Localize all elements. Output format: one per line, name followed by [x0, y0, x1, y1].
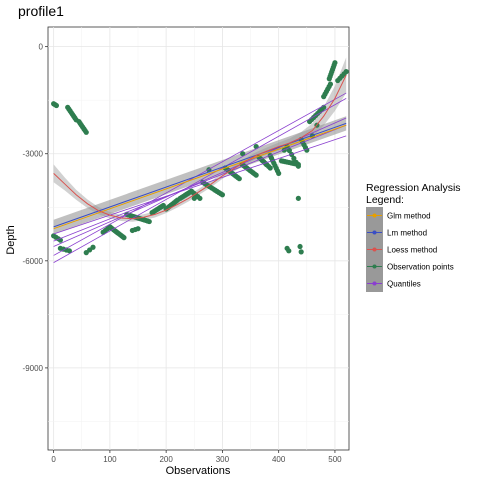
- y-axis-ticks: 0 -3000 -6000 -9000: [23, 43, 48, 373]
- legend-title-line-2: Legend:: [366, 194, 404, 206]
- loess-line: [53, 74, 347, 220]
- legend-title-line-1: Regression Analysis: [366, 182, 461, 194]
- observation-point: [293, 159, 299, 165]
- y-tick-label: 0: [39, 43, 44, 52]
- observation-point: [286, 147, 292, 154]
- legend-label: Observation points: [387, 263, 454, 272]
- observation-point: [160, 202, 166, 209]
- observation-point: [240, 151, 246, 157]
- legend-keys: Glm method Lm method Loess method Observati…: [366, 207, 454, 292]
- observation-point: [253, 172, 259, 178]
- observation-point: [295, 195, 301, 201]
- observation-point: [121, 235, 127, 241]
- x-tick-label: 100: [103, 455, 117, 464]
- legend-label: Glm method: [387, 212, 431, 221]
- legend-key-point: [372, 213, 377, 218]
- observation-point: [267, 165, 273, 171]
- observation-point: [197, 195, 203, 201]
- observation-point: [146, 218, 152, 225]
- legend-label: Quantiles: [387, 280, 421, 289]
- x-tick-label: 0: [51, 455, 56, 464]
- legend-key-point: [372, 247, 377, 252]
- observation-point: [298, 249, 304, 255]
- plot-panel: [47, 26, 350, 451]
- lm-line: [53, 122, 347, 228]
- legend-key-point: [372, 264, 377, 269]
- quantile-line: [53, 135, 347, 235]
- observation-point: [83, 129, 89, 135]
- observation-point: [236, 176, 242, 182]
- observation-point: [286, 248, 292, 254]
- observation-point: [297, 243, 303, 250]
- observation-point: [343, 69, 349, 75]
- loess-confidence-band: [53, 57, 347, 222]
- glm-line: [53, 124, 347, 230]
- chart-title: profile1: [18, 3, 64, 19]
- observation-point: [53, 102, 60, 109]
- observation-point: [291, 155, 297, 161]
- observation-point: [219, 192, 226, 198]
- observation-point: [327, 81, 334, 87]
- legend-label: Loess method: [387, 246, 437, 255]
- x-tick-label: 200: [159, 455, 173, 464]
- y-tick-label: -3000: [23, 150, 44, 159]
- legend-key-point: [372, 230, 377, 235]
- observation-points: [51, 60, 349, 256]
- x-tick-label: 400: [272, 455, 286, 464]
- quantile-line: [53, 92, 347, 256]
- observation-point: [191, 195, 197, 201]
- y-tick-label: -9000: [23, 364, 44, 373]
- quantile-line: [53, 98, 347, 263]
- x-axis-title: Observations: [166, 465, 231, 477]
- regression-lines: [53, 74, 347, 263]
- y-axis-title: Depth: [5, 225, 17, 254]
- x-axis-ticks: 0 100 200 300 400 500: [51, 450, 342, 464]
- legend-key-point: [372, 281, 377, 286]
- observation-point: [295, 163, 301, 169]
- observation-point: [135, 226, 141, 232]
- observation-point: [90, 244, 96, 250]
- x-tick-label: 500: [328, 455, 342, 464]
- y-tick-label: -6000: [23, 257, 44, 266]
- legend: Regression Analysis Legend: Glm method Lm…: [366, 182, 461, 292]
- observation-point: [332, 60, 338, 66]
- observation-point: [66, 248, 72, 254]
- x-tick-label: 300: [216, 455, 230, 464]
- legend-label: Lm method: [387, 229, 427, 238]
- observation-point: [253, 143, 259, 150]
- quantile-line: [53, 124, 347, 242]
- observation-point: [276, 170, 282, 176]
